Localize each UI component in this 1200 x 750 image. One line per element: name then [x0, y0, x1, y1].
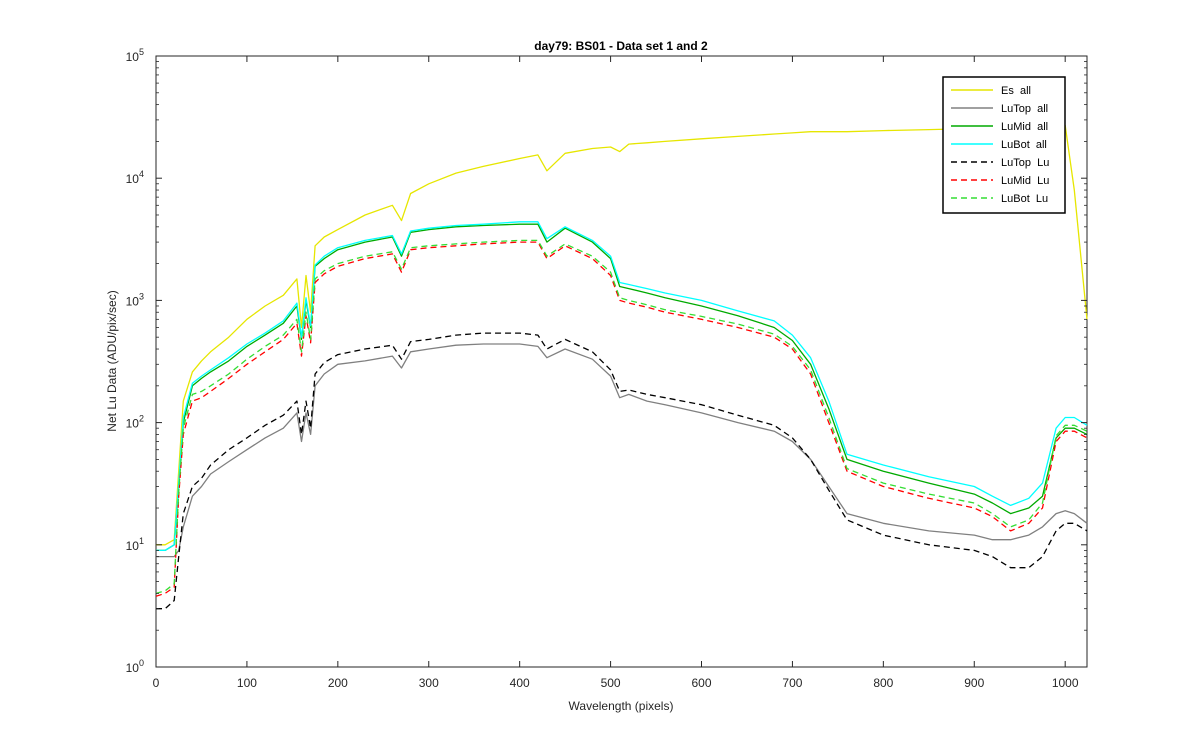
series-line-1: [156, 123, 1088, 546]
x-tick-label: 500: [601, 676, 621, 690]
series-line-6: [155, 241, 1088, 597]
series-line-5: [156, 332, 1088, 610]
legend-label: LuBot all: [1001, 139, 1047, 151]
y-tick-label: 104: [126, 169, 144, 186]
x-tick-label: 1000: [1052, 676, 1079, 690]
x-tick-label: 100: [237, 676, 257, 690]
legend-label: LuMid all: [1001, 121, 1048, 133]
x-tick-label: 600: [691, 676, 711, 690]
ticks-layer: 0 100 200 300 400 500 600 700 800 900 1000 100 101 10…: [126, 47, 1087, 690]
series-line-3: [156, 223, 1088, 552]
y-tick-label: 103: [126, 291, 144, 308]
legend: Es all LuTop all LuMid all LuBot all LuTop L…: [942, 76, 1066, 214]
series-line-7: [155, 239, 1088, 595]
legend-label: LuTop all: [1001, 103, 1048, 115]
series-line-2: [156, 343, 1088, 558]
x-tick-label: 800: [873, 676, 893, 690]
legend-label: LuTop Lu: [1001, 157, 1049, 169]
x-axis-label: Wavelength (pixels): [569, 699, 674, 713]
y-tick-label: 105: [126, 47, 144, 64]
x-tick-label: 0: [153, 676, 160, 690]
y-tick-label: 101: [126, 536, 144, 553]
x-tick-label: 300: [419, 676, 439, 690]
series-layer: [155, 123, 1088, 610]
legend-label: LuMid Lu: [1001, 175, 1049, 187]
x-tick-label: 700: [782, 676, 802, 690]
series-line-4: [156, 221, 1088, 552]
legend-box: [942, 76, 1066, 214]
y-tick-label: 100: [126, 658, 144, 675]
plot-area: [155, 55, 1088, 668]
x-tick-label: 200: [328, 676, 348, 690]
y-tick-label: 102: [126, 414, 144, 431]
y-axis-label: Net Lu Data (ADU/pix/sec): [105, 290, 119, 431]
legend-label: Es all: [1001, 85, 1031, 97]
chart-title: day79: BS01 - Data set 1 and 2: [534, 39, 708, 53]
x-tick-label: 400: [510, 676, 530, 690]
legend-label: LuBot Lu: [1001, 193, 1048, 205]
x-tick-label: 900: [964, 676, 984, 690]
